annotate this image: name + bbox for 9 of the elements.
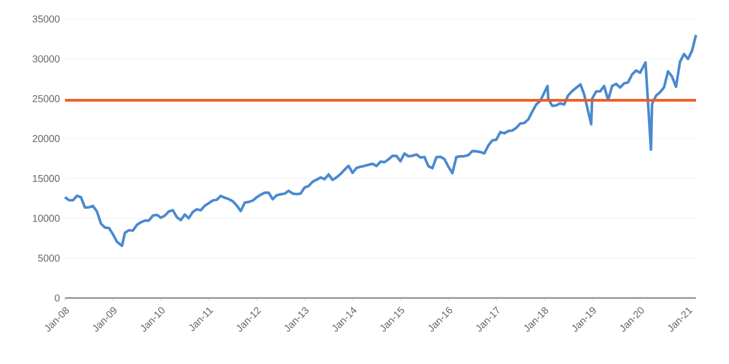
y-tick-label: 10000 (32, 214, 60, 222)
y-tick-label: 0 (54, 294, 60, 302)
y-tick-label: 15000 (32, 174, 60, 182)
y-tick-label: 30000 (32, 55, 60, 62)
line-series (64, 34, 698, 248)
y-tick-label: 35000 (32, 15, 60, 23)
y-tick-label: 25000 (32, 95, 60, 102)
y-tick-label: 5000 (38, 254, 60, 262)
y-tick-label: 20000 (32, 135, 60, 142)
